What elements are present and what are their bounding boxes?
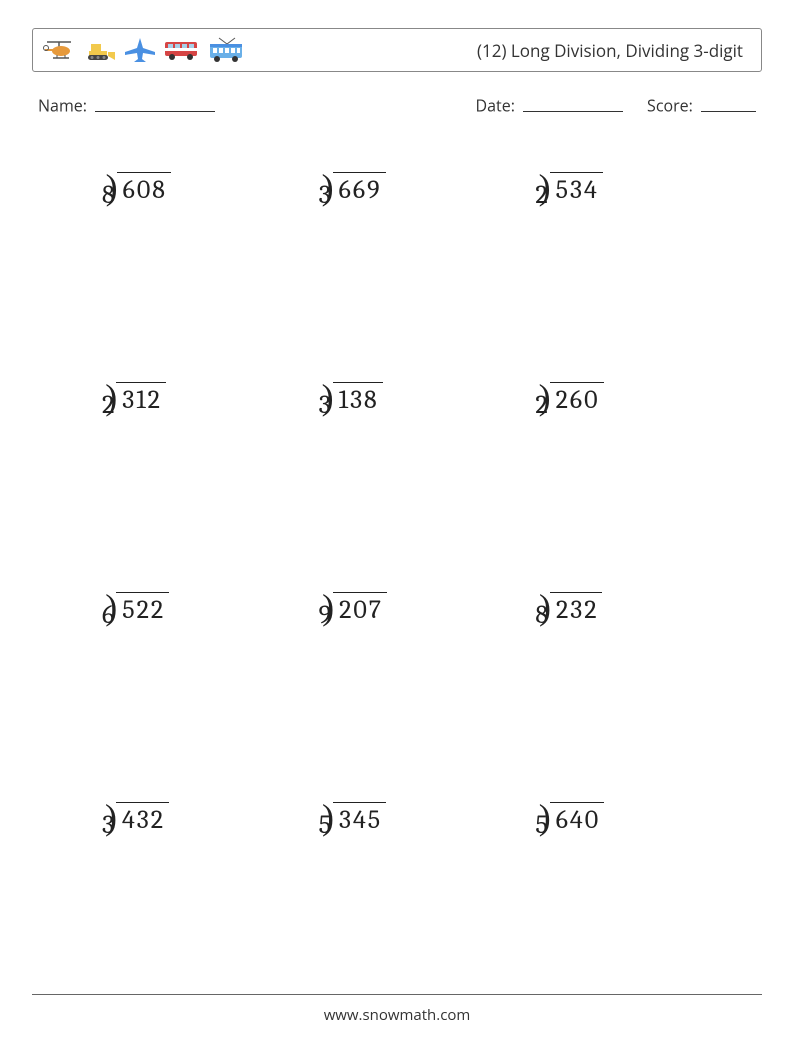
division-bracket: ) xyxy=(539,169,551,205)
airplane-icon xyxy=(123,36,157,64)
division-bracket: ) xyxy=(322,169,334,205)
problem-7: 6)522 xyxy=(72,577,289,787)
problem-2: 3)669 xyxy=(289,157,506,367)
footer-url: www.snowmath.com xyxy=(324,1005,471,1025)
helicopter-icon xyxy=(43,38,77,62)
dividend: 669 xyxy=(333,172,386,205)
problem-10: 3)432 xyxy=(72,787,289,997)
bus-icon xyxy=(163,38,201,62)
name-blank[interactable] xyxy=(95,94,215,112)
score-label: Score: xyxy=(647,95,693,117)
dividend: 138 xyxy=(333,382,383,415)
trolley-icon xyxy=(207,36,245,64)
problem-11: 5)345 xyxy=(289,787,506,997)
problem-5: 3)138 xyxy=(289,367,506,577)
date-label: Date: xyxy=(476,95,515,117)
name-label: Name: xyxy=(38,95,87,117)
date-blank[interactable] xyxy=(523,94,623,112)
bulldozer-icon xyxy=(83,38,117,62)
score-field: Score: xyxy=(647,94,756,117)
dividend: 534 xyxy=(550,172,603,205)
division-bracket: ) xyxy=(106,169,118,205)
problem-9: 8)232 xyxy=(505,577,722,787)
worksheet-title: (12) Long Division, Dividing 3-digit xyxy=(477,39,743,62)
footer: www.snowmath.com xyxy=(32,994,762,1025)
header-icons xyxy=(43,36,245,64)
dividend: 432 xyxy=(116,802,169,835)
dividend: 608 xyxy=(117,172,171,205)
division-bracket: ) xyxy=(539,799,551,835)
dividend: 522 xyxy=(116,592,169,625)
division-bracket: ) xyxy=(539,379,551,415)
division-bracket: ) xyxy=(322,379,334,415)
score-blank[interactable] xyxy=(701,94,756,112)
header-box: (12) Long Division, Dividing 3-digit xyxy=(32,28,762,72)
problem-6: 2)260 xyxy=(505,367,722,577)
problems-grid: 8)608 3)669 2)534 2)312 3)138 2)260 6)52… xyxy=(32,157,762,997)
dividend: 640 xyxy=(550,802,604,835)
problem-3: 2)534 xyxy=(505,157,722,367)
dividend: 207 xyxy=(333,592,387,625)
dividend: 312 xyxy=(116,382,166,415)
problem-1: 8)608 xyxy=(72,157,289,367)
dividend: 345 xyxy=(333,802,386,835)
problem-12: 5)640 xyxy=(505,787,722,997)
date-field: Date: xyxy=(476,94,624,117)
name-field: Name: xyxy=(38,94,215,117)
dividend: 232 xyxy=(550,592,603,625)
meta-row: Name: Date: Score: xyxy=(32,94,762,117)
dividend: 260 xyxy=(550,382,604,415)
problem-4: 2)312 xyxy=(72,367,289,577)
problem-8: 9)207 xyxy=(289,577,506,787)
